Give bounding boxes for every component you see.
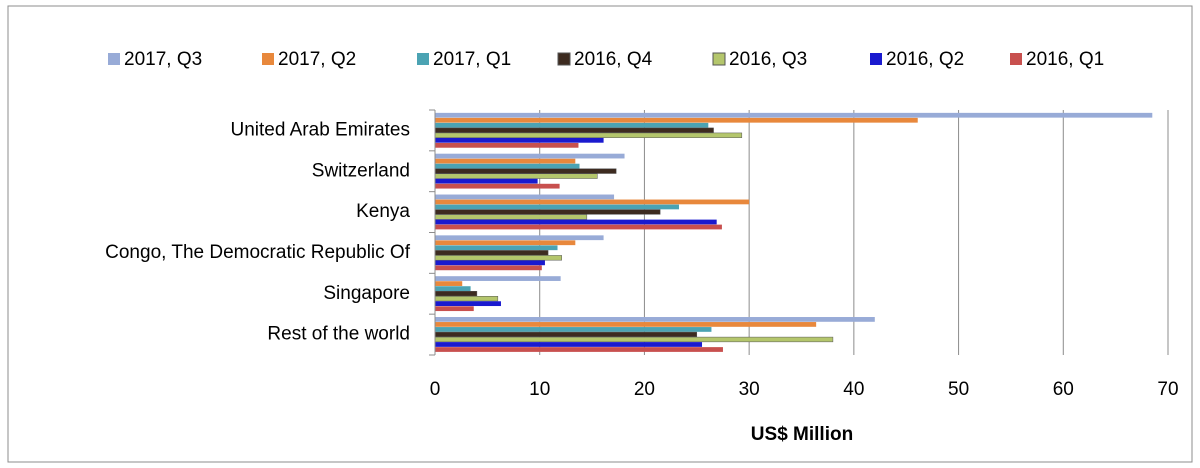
x-tick-label: 0 bbox=[430, 379, 441, 400]
legend-swatch bbox=[712, 52, 726, 66]
y-tick-label: Kenya bbox=[356, 201, 410, 222]
bar bbox=[435, 204, 679, 210]
legend-label: 2016, Q3 bbox=[729, 49, 807, 70]
legend-swatch bbox=[557, 52, 571, 66]
legend-swatch bbox=[417, 53, 429, 65]
bar bbox=[434, 132, 743, 138]
legend-label: 2016, Q2 bbox=[886, 49, 964, 70]
bar bbox=[435, 163, 580, 169]
bar bbox=[434, 168, 617, 174]
y-tick-label: Switzerland bbox=[312, 160, 410, 181]
legend-swatch bbox=[262, 53, 274, 65]
bar bbox=[434, 214, 588, 220]
legend-label: 2017, Q1 bbox=[433, 49, 511, 70]
bar bbox=[435, 322, 817, 327]
bar bbox=[435, 286, 471, 291]
bar bbox=[435, 153, 625, 159]
bar bbox=[434, 290, 478, 297]
y-tick-label: Rest of the world bbox=[267, 324, 410, 345]
bar bbox=[435, 276, 561, 281]
legend-label: 2016, Q1 bbox=[1026, 49, 1104, 70]
x-tick-label: 60 bbox=[1053, 379, 1074, 400]
legend-swatch bbox=[108, 53, 120, 65]
bar bbox=[435, 260, 545, 266]
bar bbox=[434, 209, 661, 215]
y-tick-label: United Arab Emirates bbox=[230, 119, 410, 140]
bar bbox=[435, 235, 604, 241]
bar bbox=[435, 117, 918, 123]
bar bbox=[435, 224, 722, 230]
legend-label: 2016, Q4 bbox=[574, 49, 653, 70]
bar bbox=[435, 142, 579, 148]
bar bbox=[435, 137, 604, 143]
bar bbox=[435, 327, 712, 332]
bar bbox=[435, 342, 703, 347]
x-tick-label: 30 bbox=[739, 379, 760, 400]
bar bbox=[435, 245, 558, 251]
bar bbox=[435, 306, 474, 312]
x-tick-label: 10 bbox=[529, 379, 550, 400]
bar bbox=[435, 183, 560, 189]
bar bbox=[435, 158, 576, 164]
x-tick-label: 50 bbox=[948, 379, 969, 400]
bar bbox=[435, 219, 717, 225]
bar bbox=[434, 250, 549, 256]
bar bbox=[434, 336, 834, 343]
bar bbox=[435, 178, 538, 184]
bar bbox=[434, 173, 598, 179]
x-tick-label: 20 bbox=[634, 379, 655, 400]
bar bbox=[435, 347, 723, 352]
bar bbox=[435, 199, 750, 205]
bar bbox=[434, 296, 499, 302]
bar bbox=[435, 317, 875, 322]
legend-label: 2017, Q2 bbox=[278, 49, 356, 70]
x-tick-label: 70 bbox=[1157, 379, 1178, 400]
bar bbox=[435, 240, 576, 246]
legend-swatch bbox=[870, 53, 882, 65]
bar bbox=[434, 331, 698, 338]
legend-swatch bbox=[1010, 53, 1022, 65]
bar bbox=[435, 194, 615, 200]
bar bbox=[435, 112, 1153, 118]
x-axis-title: US$ Million bbox=[751, 424, 853, 445]
chart-border bbox=[7, 5, 1193, 463]
y-tick-label: Congo, The Democratic Republic Of bbox=[105, 242, 411, 263]
bar bbox=[434, 127, 714, 133]
bar bbox=[435, 122, 709, 128]
bar bbox=[435, 265, 542, 271]
x-tick-label: 40 bbox=[843, 379, 864, 400]
bar bbox=[435, 301, 501, 307]
y-tick-label: Singapore bbox=[323, 283, 410, 304]
legend-label: 2017, Q3 bbox=[124, 49, 202, 70]
bar bbox=[434, 255, 562, 261]
bar bbox=[435, 281, 463, 286]
